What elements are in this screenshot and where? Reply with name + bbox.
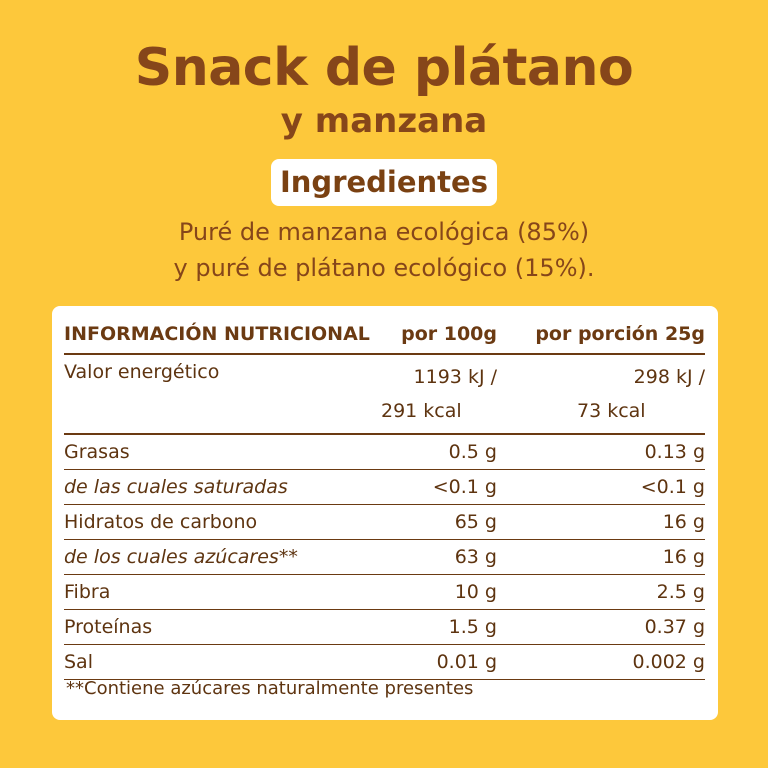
header-nutrition-info: INFORMACIÓN NUTRICIONAL	[64, 314, 379, 355]
table-row: Grasas 0.5 g 0.13 g	[64, 434, 705, 470]
row-per100: 10 g	[379, 574, 497, 610]
row-label: Sal	[64, 644, 379, 680]
energy-label: Valor energético	[64, 354, 379, 435]
row-per100: 0.01 g	[379, 644, 497, 680]
header-per-portion: por porción 25g	[497, 314, 705, 355]
row-portion: 0.002 g	[497, 644, 705, 680]
product-subtitle: y manzana	[280, 101, 488, 141]
row-per100: 1.5 g	[379, 609, 497, 645]
energy-per100: 1193 kJ / 291 kcal	[379, 354, 497, 435]
energy-portion-kcal: 73 kcal	[577, 400, 646, 422]
nutrition-panel: INFORMACIÓN NUTRICIONAL por 100g por por…	[52, 306, 718, 720]
table-row: de las cuales saturadas <0.1 g <0.1 g	[64, 469, 705, 505]
ingredients-text: Puré de manzana ecológica (85%) y puré d…	[0, 214, 768, 286]
table-row: Hidratos de carbono 65 g 16 g	[64, 504, 705, 540]
ingredients-line-2: y puré de plátano ecológico (15%).	[173, 254, 595, 282]
row-portion: 0.37 g	[497, 609, 705, 645]
row-per100: 63 g	[379, 539, 497, 575]
energy-per100-kcal: 291 kcal	[381, 400, 462, 422]
nutrition-header-row: INFORMACIÓN NUTRICIONAL por 100g por por…	[64, 314, 705, 355]
energy-portion: 298 kJ / 73 kcal	[497, 354, 705, 435]
row-label: Proteínas	[64, 609, 379, 645]
row-label: Hidratos de carbono	[64, 504, 379, 540]
row-portion: 16 g	[497, 539, 705, 575]
energy-portion-kj: 298 kJ /	[633, 366, 705, 388]
row-per100: 65 g	[379, 504, 497, 540]
product-title: Snack de plátano	[134, 38, 634, 98]
row-portion: 2.5 g	[497, 574, 705, 610]
row-label: de las cuales saturadas	[64, 469, 379, 505]
table-row: Fibra 10 g 2.5 g	[64, 574, 705, 610]
energy-row: Valor energético 1193 kJ / 291 kcal 298 …	[64, 354, 705, 435]
header-per-100g: por 100g	[379, 314, 497, 355]
table-row: Sal 0.01 g 0.002 g	[64, 644, 705, 680]
row-portion: 0.13 g	[497, 434, 705, 470]
table-row: Proteínas 1.5 g 0.37 g	[64, 609, 705, 645]
row-per100: 0.5 g	[379, 434, 497, 470]
footnote: **Contiene azúcares naturalmente present…	[66, 678, 474, 699]
ingredients-badge: Ingredientes	[271, 159, 497, 206]
ingredients-line-1: Puré de manzana ecológica (85%)	[178, 218, 590, 246]
row-label: de los cuales azúcares**	[64, 539, 379, 575]
table-row: de los cuales azúcares** 63 g 16 g	[64, 539, 705, 575]
nutrition-table: INFORMACIÓN NUTRICIONAL por 100g por por…	[64, 314, 705, 680]
row-label: Fibra	[64, 574, 379, 610]
row-portion: 16 g	[497, 504, 705, 540]
row-per100: <0.1 g	[379, 469, 497, 505]
row-label: Grasas	[64, 434, 379, 470]
row-portion: <0.1 g	[497, 469, 705, 505]
energy-per100-kj: 1193 kJ /	[413, 366, 497, 388]
